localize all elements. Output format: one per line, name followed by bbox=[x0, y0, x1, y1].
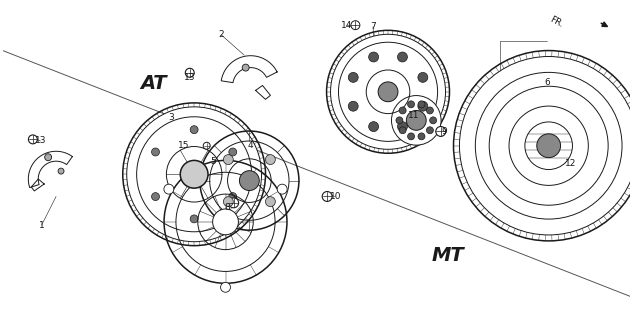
Circle shape bbox=[391, 96, 441, 145]
Circle shape bbox=[460, 57, 633, 235]
Circle shape bbox=[418, 101, 425, 108]
Text: 8: 8 bbox=[225, 203, 230, 212]
Circle shape bbox=[398, 122, 408, 132]
Circle shape bbox=[127, 107, 261, 242]
Circle shape bbox=[190, 126, 198, 134]
Text: 13: 13 bbox=[35, 136, 46, 146]
Text: 11: 11 bbox=[408, 111, 420, 120]
Text: 3: 3 bbox=[168, 113, 174, 122]
Circle shape bbox=[190, 215, 198, 223]
Circle shape bbox=[185, 68, 194, 77]
Circle shape bbox=[164, 184, 174, 194]
Circle shape bbox=[45, 154, 52, 161]
Text: 9: 9 bbox=[441, 127, 447, 136]
Polygon shape bbox=[222, 56, 277, 83]
Circle shape bbox=[239, 171, 260, 190]
Circle shape bbox=[242, 64, 249, 71]
Circle shape bbox=[418, 101, 428, 111]
Circle shape bbox=[151, 193, 160, 201]
Polygon shape bbox=[28, 151, 72, 188]
Polygon shape bbox=[256, 85, 270, 99]
Circle shape bbox=[213, 209, 239, 235]
Text: 6: 6 bbox=[544, 78, 549, 87]
Circle shape bbox=[378, 82, 398, 102]
Text: AT: AT bbox=[140, 74, 166, 93]
Circle shape bbox=[223, 197, 234, 207]
Circle shape bbox=[220, 282, 230, 292]
Circle shape bbox=[265, 155, 275, 164]
Circle shape bbox=[418, 72, 428, 82]
Circle shape bbox=[408, 101, 415, 108]
Circle shape bbox=[203, 142, 210, 149]
Circle shape bbox=[406, 110, 426, 130]
Circle shape bbox=[368, 52, 379, 62]
Circle shape bbox=[399, 127, 406, 134]
Text: 12: 12 bbox=[565, 159, 576, 168]
Text: 10: 10 bbox=[330, 192, 341, 201]
Circle shape bbox=[151, 148, 160, 156]
Circle shape bbox=[368, 122, 379, 132]
Text: 15: 15 bbox=[178, 141, 189, 150]
Circle shape bbox=[229, 198, 239, 208]
Circle shape bbox=[229, 148, 237, 156]
Circle shape bbox=[58, 168, 64, 174]
Text: 13: 13 bbox=[184, 73, 196, 82]
Text: 2: 2 bbox=[218, 30, 224, 39]
Circle shape bbox=[180, 160, 208, 188]
Circle shape bbox=[28, 135, 37, 144]
Circle shape bbox=[408, 133, 415, 140]
Circle shape bbox=[436, 126, 446, 136]
Text: FR.: FR. bbox=[549, 15, 565, 29]
Circle shape bbox=[277, 184, 287, 194]
Text: 5: 5 bbox=[210, 157, 216, 166]
Circle shape bbox=[398, 52, 408, 62]
Circle shape bbox=[348, 101, 358, 111]
Circle shape bbox=[430, 117, 437, 124]
Circle shape bbox=[223, 155, 234, 164]
Text: MT: MT bbox=[432, 246, 465, 265]
Circle shape bbox=[348, 72, 358, 82]
Circle shape bbox=[330, 34, 446, 149]
Text: 4: 4 bbox=[248, 141, 253, 150]
Circle shape bbox=[418, 133, 425, 140]
Circle shape bbox=[396, 117, 403, 124]
Text: 1: 1 bbox=[39, 220, 44, 229]
Circle shape bbox=[537, 134, 561, 158]
Polygon shape bbox=[31, 179, 44, 191]
Circle shape bbox=[427, 107, 434, 114]
Circle shape bbox=[229, 193, 237, 201]
Circle shape bbox=[265, 197, 275, 207]
Text: 14: 14 bbox=[341, 21, 353, 30]
Circle shape bbox=[427, 127, 434, 134]
Circle shape bbox=[351, 21, 360, 30]
Text: 7: 7 bbox=[370, 22, 376, 31]
Circle shape bbox=[399, 107, 406, 114]
Circle shape bbox=[322, 192, 332, 201]
